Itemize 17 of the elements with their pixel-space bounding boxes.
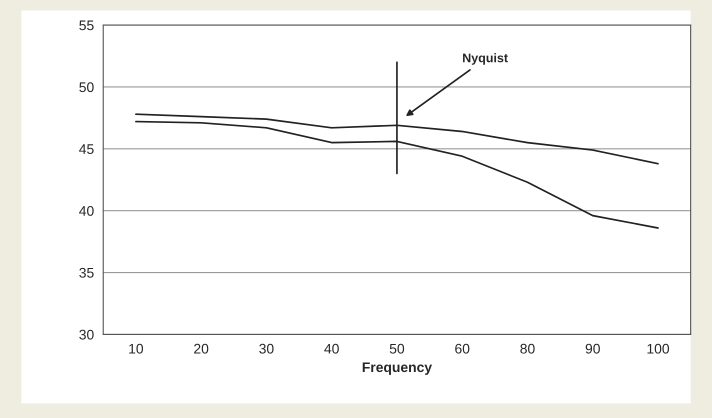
y-tick-label: 45 [79,144,94,154]
y-tick-label: 55 [79,20,94,30]
x-tick-label: 20 [194,344,208,354]
ref-line-label: Nyquist [463,53,508,65]
x-tick-label: 10 [129,344,144,354]
x-tick-label: 60 [455,344,470,354]
y-tick-label: 30 [79,330,94,340]
x-tick-label: 50 [390,344,404,354]
y-tick-label: 50 [79,82,94,92]
y-tick-label: 35 [79,268,94,278]
x-tick-label: 100 [647,344,670,354]
x-tick-label: 80 [520,344,535,354]
x-tick-label: 30 [259,344,274,354]
x-tick-label: 90 [586,344,600,354]
x-axis-title: Frequency [362,362,432,375]
x-tick-label: 40 [324,344,339,354]
y-tick-label: 40 [79,206,94,216]
